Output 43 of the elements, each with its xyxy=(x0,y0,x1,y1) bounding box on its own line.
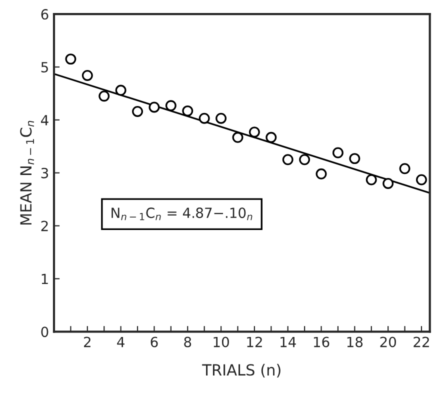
point xyxy=(115,84,126,96)
y-tick-label: 6 xyxy=(41,9,48,20)
point xyxy=(332,147,344,158)
point xyxy=(266,132,277,143)
y-tick-label: 1 xyxy=(42,274,48,284)
y-tick-label: 0 xyxy=(41,326,48,338)
point xyxy=(98,90,110,102)
x-tick-label: 18 xyxy=(347,336,363,348)
y-tick-label: 4 xyxy=(40,115,48,126)
point xyxy=(248,126,260,138)
point xyxy=(216,112,227,124)
point xyxy=(382,178,394,189)
x-tick-label: 22 xyxy=(414,336,429,348)
point xyxy=(165,100,176,112)
x-tick-label: 6 xyxy=(150,336,158,348)
x-tick-label: 4 xyxy=(117,336,124,348)
point xyxy=(132,106,144,117)
point xyxy=(316,168,327,180)
point xyxy=(148,102,160,113)
x-axis-title: TRIALS (n) xyxy=(202,364,280,378)
point xyxy=(282,154,294,166)
point xyxy=(65,54,76,65)
point xyxy=(232,132,244,143)
x-tick-label: 20 xyxy=(380,336,396,348)
point xyxy=(416,174,427,186)
annotation: N$_{n−1}$C$_{n}$ = 4.87−.10$_{n}$ xyxy=(112,208,252,220)
y-tick-label: 2 xyxy=(41,220,48,232)
y-tick-label: 3 xyxy=(41,168,48,178)
x-tick-label: 8 xyxy=(184,336,192,348)
x-tick-label: 10 xyxy=(214,336,229,348)
x-tick-label: 16 xyxy=(314,336,330,348)
point xyxy=(299,154,310,166)
point xyxy=(366,174,377,186)
y-axis-title: MEAN N$_{n−1}$C$_{n}$ xyxy=(20,120,34,225)
point xyxy=(399,163,410,174)
point xyxy=(349,153,360,164)
point xyxy=(182,105,194,116)
y-tick-label: 5 xyxy=(41,62,48,72)
x-tick-label: 2 xyxy=(84,336,90,348)
x-tick-label: 14 xyxy=(280,336,296,348)
point xyxy=(198,112,210,124)
point xyxy=(82,70,93,81)
x-tick-label: 12 xyxy=(247,336,262,348)
